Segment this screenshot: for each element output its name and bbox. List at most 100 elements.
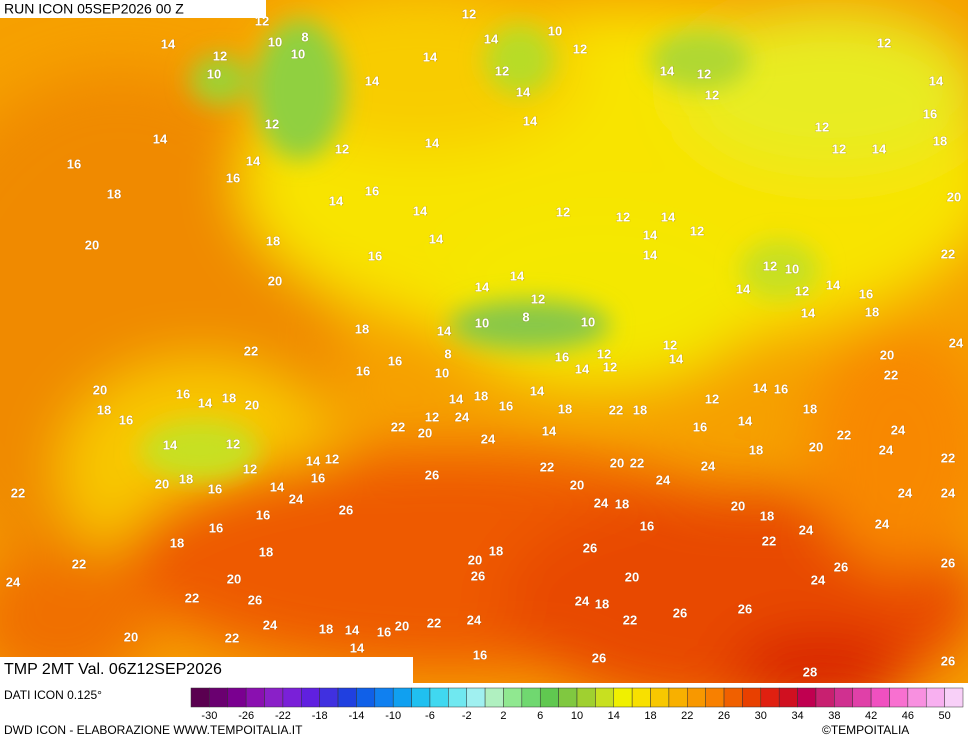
temperature-label: 10: [581, 314, 595, 329]
temperature-label: 12: [690, 223, 704, 238]
colorbar-swatch: [282, 687, 302, 708]
colorbar-swatch: [301, 687, 320, 708]
header-box: [0, 0, 266, 18]
temperature-label: 16: [555, 349, 569, 364]
colorbar-swatch: [760, 687, 780, 708]
temperature-label: 12: [265, 116, 279, 131]
temperature-label: 18: [633, 402, 647, 417]
temperature-label: 16: [365, 183, 379, 198]
temperature-label: 10: [291, 46, 305, 61]
temperature-label: 20: [155, 476, 169, 491]
colorbar-swatch: [834, 687, 853, 708]
colorbar-tick-label: -18: [312, 710, 328, 722]
temperature-label: 10: [475, 315, 489, 330]
colorbar-swatch: [227, 687, 247, 708]
temperature-label: 14: [429, 231, 444, 246]
temperature-label: 16: [499, 398, 513, 413]
temperature-label: 20: [625, 569, 639, 584]
temperature-label: 24: [656, 472, 671, 487]
temperature-label: 14: [753, 380, 768, 395]
temperature-label: 12: [325, 451, 339, 466]
temperature-label: 14: [510, 268, 525, 283]
data-source: DATI ICON 0.125°: [4, 688, 102, 702]
temperature-label: 14: [306, 453, 321, 468]
temperature-label: 14: [425, 135, 440, 150]
temperature-label: 18: [266, 233, 280, 248]
temperature-label: 14: [801, 305, 816, 320]
temperature-label: 20: [85, 237, 99, 252]
temperature-label: 22: [391, 419, 405, 434]
temperature-label: 14: [161, 36, 176, 51]
temperature-label: 12: [226, 436, 240, 451]
temperature-label: 22: [72, 556, 86, 571]
colorbar-swatch: [778, 687, 798, 708]
temperature-label: 26: [248, 592, 262, 607]
colorbar-swatch: [539, 687, 559, 708]
temperature-label: 18: [97, 402, 111, 417]
colorbar-swatch: [448, 687, 467, 708]
temperature-label: 20: [124, 629, 138, 644]
temperature-label: 20: [245, 397, 259, 412]
temperature-label: 16: [311, 470, 325, 485]
temperature-label: 12: [705, 391, 719, 406]
temperature-label: 26: [673, 605, 687, 620]
temperature-label: 26: [339, 502, 353, 517]
temperature-label: 26: [834, 559, 848, 574]
colorbar-swatch: [797, 687, 817, 708]
temperature-label: 14: [423, 49, 438, 64]
colorbar-tick-label: -6: [425, 710, 435, 722]
temperature-label: 22: [609, 402, 623, 417]
colorbar-tick-label: 6: [537, 710, 543, 722]
temperature-label: 12: [616, 209, 630, 224]
colorbar-swatch: [613, 687, 633, 708]
temperature-label: 20: [809, 439, 823, 454]
temperature-label: 14: [669, 351, 684, 366]
colorbar-swatch: [466, 687, 486, 708]
temperature-label: 22: [244, 343, 258, 358]
temperature-label: 10: [207, 66, 221, 81]
colorbar-swatch: [925, 687, 945, 708]
colorbar-swatch: [907, 687, 927, 708]
temperature-label: 26: [471, 568, 485, 583]
temperature-label: 22: [225, 630, 239, 645]
temperature-label: 12: [795, 283, 809, 298]
colorbar-tick-label: 18: [644, 710, 656, 722]
temperature-label: 18: [355, 321, 369, 336]
temperature-label: 16: [923, 106, 937, 121]
temperature-label: 14: [350, 640, 365, 655]
colorbar-tick-label: 38: [828, 710, 840, 722]
temperature-label: 14: [437, 323, 452, 338]
colorbar-swatch: [742, 687, 762, 708]
colorbar-tick-label: 26: [718, 710, 730, 722]
colorbar-tick-label: 22: [681, 710, 693, 722]
temperature-label: 10: [268, 34, 282, 49]
temperature-label: 20: [731, 498, 745, 513]
temperature-label: 18: [615, 496, 629, 511]
temperature-label: 12: [832, 141, 846, 156]
temperature-label: 14: [736, 281, 751, 296]
temperature-label: 16: [377, 624, 391, 639]
credit: DWD ICON - ELABORAZIONE WWW.TEMPOITALIA.…: [4, 723, 303, 737]
temperature-label: 26: [425, 467, 439, 482]
colorbar-tick-label: 10: [571, 710, 583, 722]
temperature-label: 12: [335, 141, 349, 156]
colorbar-swatch: [392, 687, 412, 708]
temperature-label: 24: [799, 522, 814, 537]
temperature-label: 22: [884, 367, 898, 382]
temperature-label: 12: [877, 35, 891, 50]
colorbar-swatch: [595, 687, 615, 708]
temperature-label: 24: [575, 593, 590, 608]
temperature-label: 18: [760, 508, 774, 523]
colorbar-swatch: [723, 687, 743, 708]
temperature-label: 24: [941, 485, 956, 500]
colorbar-swatch: [374, 687, 394, 708]
colorbar-swatch: [264, 687, 284, 708]
temperature-label: 24: [898, 485, 913, 500]
colorbar-swatch: [889, 687, 909, 708]
temperature-label: 16: [356, 363, 370, 378]
temperature-label: 16: [176, 386, 190, 401]
temperature-label: 26: [941, 653, 955, 668]
colorbar-swatch: [411, 687, 431, 708]
temperature-label: 14: [345, 622, 360, 637]
